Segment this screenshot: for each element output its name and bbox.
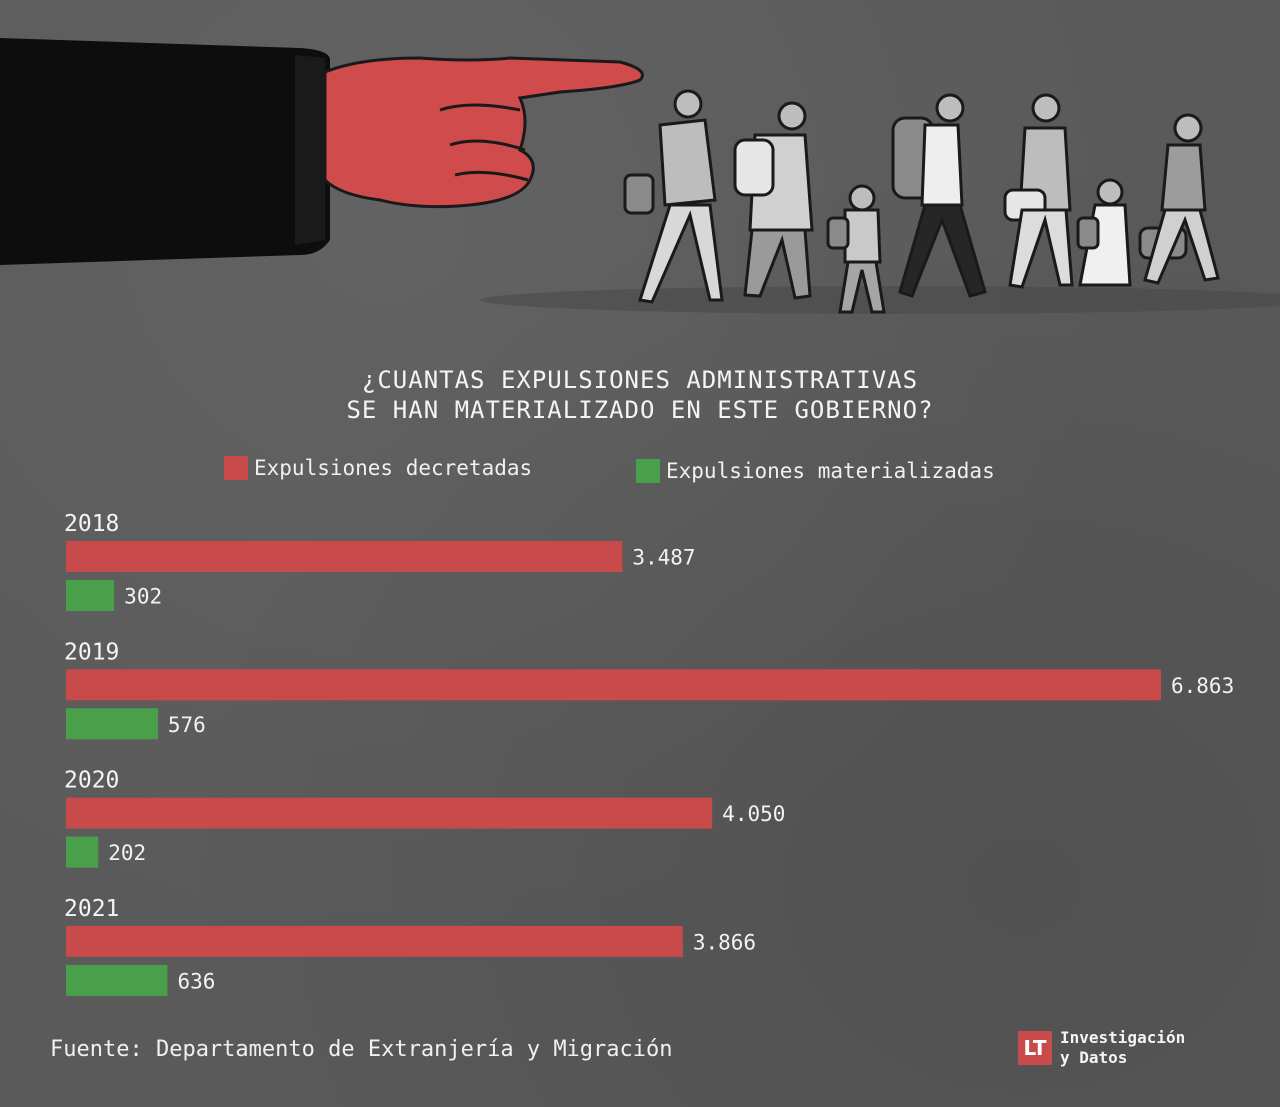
brand-line-1: Investigación — [1060, 1028, 1186, 1047]
bar-materialized — [66, 708, 158, 740]
legend-swatch-materialized — [636, 459, 660, 483]
category-label: 2020 — [64, 768, 119, 794]
bar-chart: 2018 3.487 302 2019 6.863 576 2020 4.050 202 2021… — [64, 511, 1234, 996]
brand-logo: LT Investigación y Datos — [1018, 1028, 1185, 1068]
brand-line-2: y Datos — [1060, 1048, 1128, 1067]
bar-decreed — [66, 797, 713, 829]
source-note: Fuente: Departamento de Extranjería y Mi… — [50, 1037, 673, 1062]
legend-label-materialized: Expulsiones materializadas — [666, 459, 995, 483]
data-label-decreed: 3.866 — [693, 930, 756, 954]
bar-materialized — [66, 964, 168, 996]
category-label: 2019 — [64, 639, 119, 665]
data-label-materialized: 202 — [108, 841, 146, 865]
legend-item-decreed: Expulsiones decretadas — [224, 456, 532, 480]
data-label-decreed: 4.050 — [722, 802, 785, 826]
category-label: 2021 — [64, 896, 119, 922]
category-label: 2018 — [64, 511, 119, 537]
chart-title-line-2: SE HAN MATERIALIZADO EN ESTE GOBIERNO? — [346, 396, 934, 424]
data-label-materialized: 302 — [124, 585, 162, 609]
bar-decreed — [66, 925, 683, 957]
bar-materialized — [66, 836, 99, 868]
legend-swatch-decreed — [224, 456, 248, 480]
bar-decreed — [66, 669, 1161, 701]
chart-title-line-1: ¿CUANTAS EXPULSIONES ADMINISTRATIVAS — [361, 366, 919, 394]
data-label-decreed: 3.487 — [632, 546, 695, 570]
legend-label-decreed: Expulsiones decretadas — [254, 456, 533, 480]
data-label-decreed: 6.863 — [1171, 674, 1234, 698]
data-label-materialized: 636 — [177, 969, 215, 993]
data-label-materialized: 576 — [168, 713, 206, 737]
brand-logo-box: LT — [1018, 1031, 1052, 1065]
bar-decreed — [66, 541, 623, 572]
bar-materialized — [66, 580, 115, 611]
brand-name: Investigación y Datos — [1060, 1028, 1185, 1068]
legend-item-materialized: Expulsiones materializadas — [636, 459, 995, 483]
illustration-pointing-hand-migrants — [0, 38, 1280, 314]
